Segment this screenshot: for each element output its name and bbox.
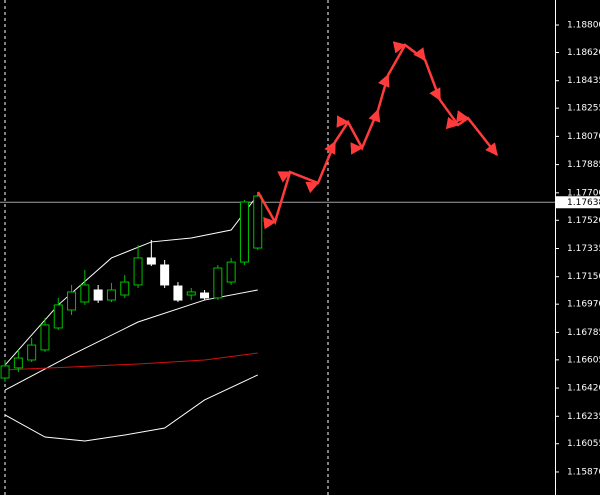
candle-body <box>93 289 103 301</box>
candle-body <box>67 291 77 311</box>
y-tick-label: 1.18800 <box>567 21 600 31</box>
y-tick-label: 1.15870 <box>567 467 600 477</box>
candle-body <box>226 261 236 283</box>
y-tick-label: 1.18255 <box>567 104 600 114</box>
y-tick-label: 1.16605 <box>567 355 600 365</box>
y-tick-label: 1.17700 <box>567 188 600 198</box>
candle-body <box>186 291 196 296</box>
y-tick-label: 1.18435 <box>567 76 600 86</box>
candle-body <box>120 281 130 296</box>
candle-body <box>27 344 37 361</box>
candle-body <box>133 257 143 286</box>
price-label-box <box>556 196 600 209</box>
candle-body <box>200 292 210 299</box>
candle-body <box>146 257 156 265</box>
y-tick-label: 1.16970 <box>567 300 600 310</box>
y-tick-label: 1.17520 <box>567 216 600 226</box>
y-tick-label: 1.18620 <box>567 48 600 58</box>
candle-body <box>0 365 10 379</box>
indicator-line <box>5 352 258 371</box>
y-tick-label: 1.16235 <box>567 412 600 422</box>
y-tick-label: 1.18070 <box>567 132 600 142</box>
candle-body <box>160 264 170 286</box>
y-tick-label: 1.17885 <box>567 160 600 170</box>
candle-body <box>173 285 183 301</box>
candle-body <box>53 304 63 329</box>
candle-body <box>253 195 263 249</box>
candle-body <box>13 357 23 369</box>
price-label: 1.17638 <box>567 198 600 208</box>
candle-body <box>80 284 90 303</box>
indicator-line <box>4 374 258 442</box>
y-tick-label: 1.16785 <box>567 328 600 338</box>
forecast-arrows <box>256 41 498 230</box>
candle-body <box>239 201 249 263</box>
candle-body <box>40 324 50 351</box>
y-tick-label: 1.16055 <box>567 439 600 449</box>
y-tick-label: 1.17150 <box>567 272 600 282</box>
candle-body <box>106 289 116 301</box>
candle-body <box>213 267 223 299</box>
y-tick-label: 1.16420 <box>567 384 600 394</box>
y-tick-label: 1.17335 <box>567 244 600 254</box>
